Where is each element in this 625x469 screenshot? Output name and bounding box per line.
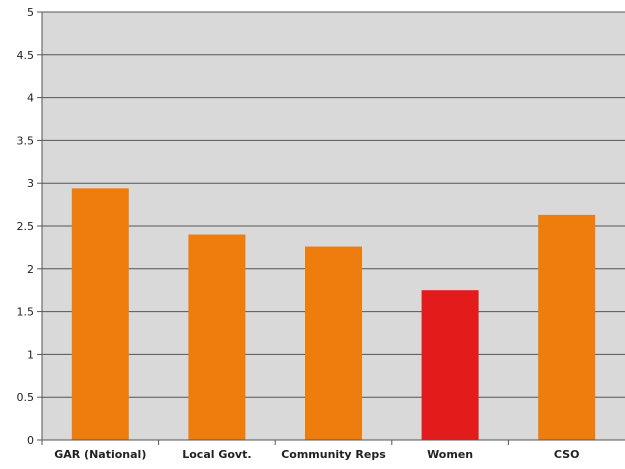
y-axis-ticks: 0 0.5 1 1.5 2 2.5 3 3.5 4 4.5 5 xyxy=(17,6,42,447)
bar-local-govt xyxy=(188,234,246,440)
y-tick-label: 4.5 xyxy=(17,49,35,62)
bar-cso xyxy=(538,214,596,440)
x-category-label: Community Reps xyxy=(281,448,386,461)
bar-community-reps xyxy=(305,246,362,440)
y-tick-label: 3.5 xyxy=(17,134,35,147)
y-tick-label: 3 xyxy=(27,177,34,190)
x-category-label: GAR (National) xyxy=(54,448,146,461)
x-category-label: Local Govt. xyxy=(182,448,251,461)
x-category-label: CSO xyxy=(554,448,580,461)
y-tick-label: 2.5 xyxy=(17,220,35,233)
y-tick-label: 2 xyxy=(27,263,34,276)
x-category-label: Women xyxy=(427,448,473,461)
y-tick-label: 0.5 xyxy=(17,391,35,404)
bar-gar-national xyxy=(71,188,129,440)
y-tick-label: 1 xyxy=(27,348,34,361)
bar-women xyxy=(421,290,479,440)
y-tick-label: 5 xyxy=(27,6,34,19)
x-axis-labels: GAR (National) Local Govt. Community Reps W… xyxy=(41,440,580,461)
y-tick-label: 1.5 xyxy=(17,306,35,319)
y-tick-label: 4 xyxy=(27,92,34,105)
bars xyxy=(71,188,596,440)
y-tick-label: 0 xyxy=(27,434,34,447)
